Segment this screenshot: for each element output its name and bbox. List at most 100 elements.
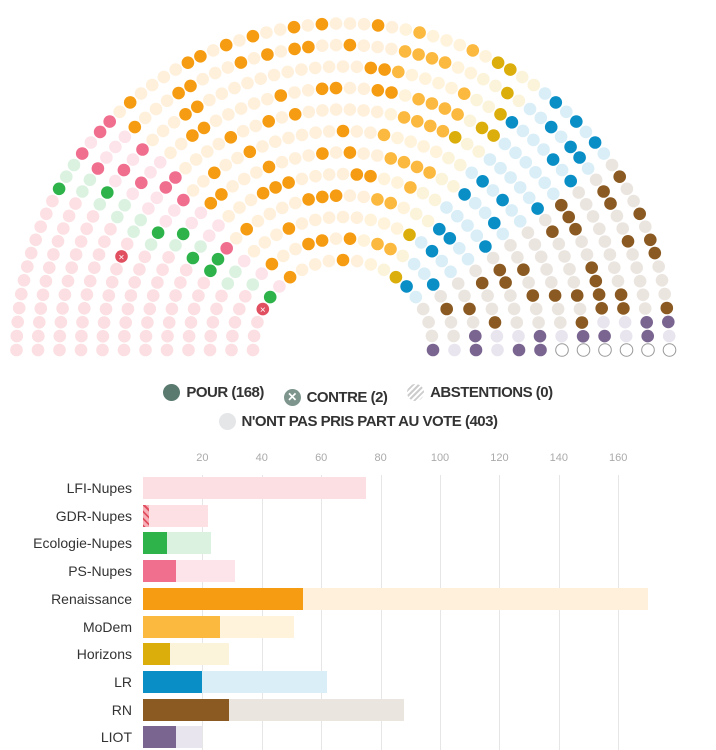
seat-pour	[343, 146, 357, 159]
seat-pour	[288, 42, 301, 56]
seat	[534, 111, 548, 125]
seat	[528, 238, 542, 251]
seat	[104, 222, 117, 236]
seat-pour	[499, 276, 512, 289]
seat-pour	[316, 190, 329, 204]
seat-contre-x-icon: ×	[260, 305, 266, 316]
seat	[377, 172, 391, 186]
seat	[99, 302, 113, 316]
seat	[448, 343, 461, 357]
seat	[364, 258, 378, 271]
legend-contre: ✕ CONTRE (2)	[283, 389, 388, 406]
seat-pour	[177, 193, 190, 207]
seat	[440, 201, 453, 214]
seat	[350, 60, 364, 74]
seat	[322, 168, 336, 181]
seat-pour	[488, 316, 502, 329]
seat	[222, 108, 235, 121]
seat	[586, 210, 600, 223]
seat	[434, 290, 448, 303]
seat-pour	[224, 131, 238, 144]
seat	[523, 102, 537, 116]
seat	[12, 301, 26, 315]
seat	[109, 174, 122, 188]
seat-pour	[592, 288, 606, 301]
seat	[421, 214, 435, 228]
seat	[451, 61, 465, 74]
seat-pour	[262, 160, 276, 174]
seat	[153, 156, 167, 169]
seat	[343, 103, 357, 116]
gridline	[380, 475, 382, 750]
seat	[563, 262, 576, 276]
seat-pour	[410, 160, 424, 174]
seat	[537, 143, 550, 156]
seat	[206, 44, 220, 57]
seat	[126, 153, 140, 166]
seat	[357, 147, 370, 160]
seat	[247, 52, 261, 65]
seat	[251, 214, 265, 228]
seat-pour	[493, 263, 507, 277]
seat	[468, 196, 482, 210]
seat	[580, 248, 594, 261]
seat	[76, 315, 89, 329]
seat	[538, 87, 552, 100]
seat-pour	[315, 17, 329, 31]
seat	[84, 136, 98, 149]
seat	[174, 137, 188, 151]
category-label: MoDem	[82, 618, 132, 635]
seat	[92, 248, 106, 261]
seat	[228, 316, 242, 329]
seat-pour	[426, 343, 440, 357]
seat-pour	[412, 48, 425, 61]
seat	[513, 181, 527, 194]
seat	[343, 189, 357, 202]
seat	[189, 153, 203, 166]
seat	[141, 316, 154, 329]
x-tick-label: 60	[315, 452, 328, 464]
legend-abstentions: ABSTENTIONS (0)	[407, 384, 553, 401]
gridline	[321, 475, 323, 750]
seat	[515, 70, 529, 84]
seat	[96, 343, 109, 357]
seat	[618, 315, 632, 329]
seat-pour	[589, 274, 603, 288]
seat-pour	[505, 116, 519, 129]
seat	[483, 153, 497, 166]
seat	[469, 264, 482, 278]
x-tick-label: 140	[549, 452, 568, 464]
seat	[428, 193, 442, 207]
seat-pour	[184, 79, 197, 93]
seat	[343, 17, 357, 30]
seat	[357, 39, 371, 52]
seat	[194, 206, 208, 220]
seat	[444, 265, 457, 279]
seat	[192, 289, 205, 303]
seat-pour	[614, 288, 628, 302]
seat	[120, 237, 134, 251]
seat	[636, 288, 650, 302]
seat-pour	[103, 115, 116, 128]
seat	[169, 289, 182, 302]
seat	[157, 70, 171, 84]
seat	[144, 238, 158, 251]
seat	[139, 343, 152, 357]
seat	[247, 329, 261, 343]
seat-pour	[463, 302, 476, 316]
gridline	[202, 475, 204, 750]
seat	[34, 220, 47, 233]
seat	[53, 329, 67, 343]
contre-x-icon: ✕	[283, 389, 301, 406]
seat-pour	[315, 234, 329, 247]
seat	[237, 172, 251, 186]
seat-pour	[240, 222, 253, 236]
seat	[162, 316, 176, 329]
seat	[504, 239, 517, 252]
seat	[276, 201, 289, 215]
seat	[126, 187, 139, 201]
category-label: LIOT	[100, 729, 132, 746]
seat	[516, 124, 530, 138]
seat	[270, 228, 283, 242]
seat	[407, 257, 421, 271]
